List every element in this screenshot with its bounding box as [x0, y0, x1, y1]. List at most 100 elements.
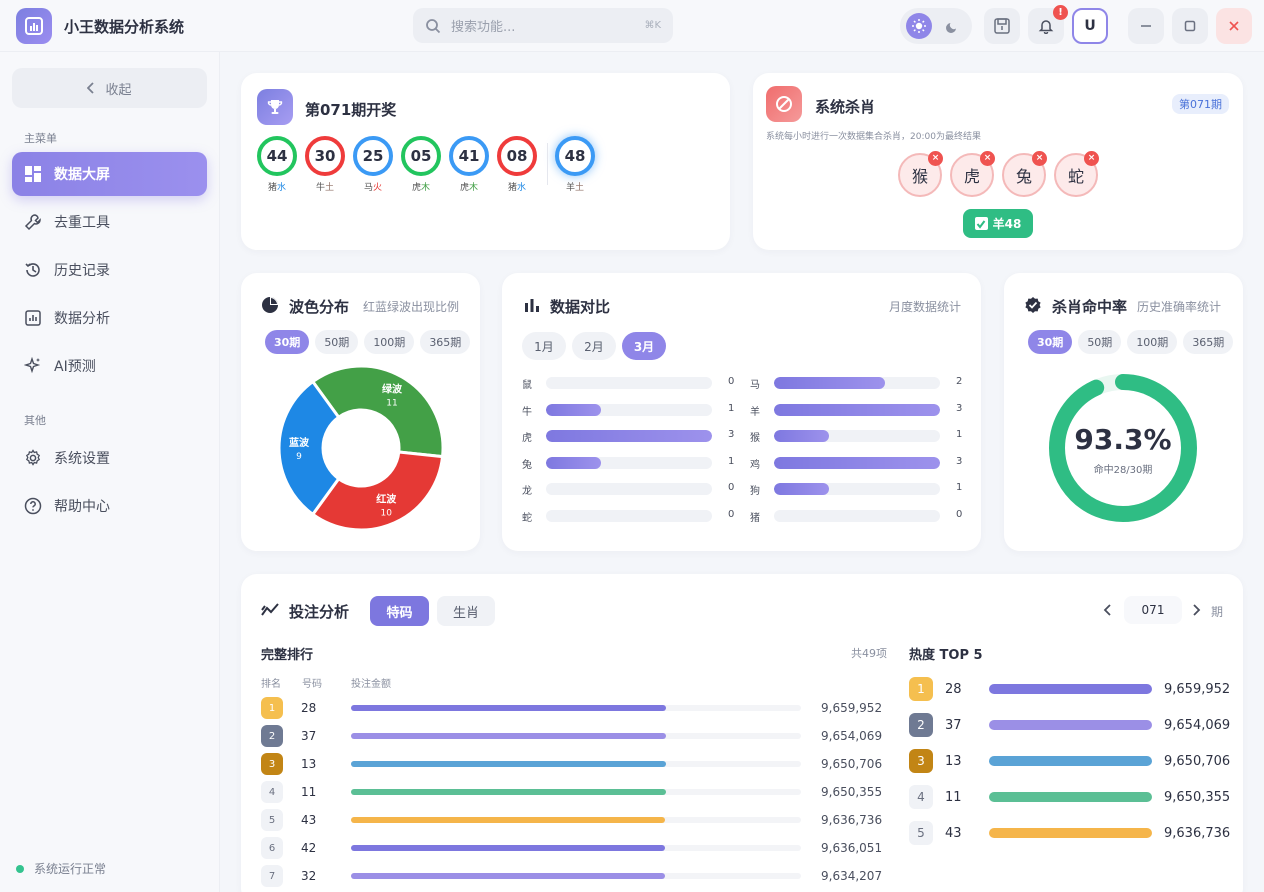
- pie-chart-icon: [262, 297, 278, 313]
- wrench-icon: [24, 214, 41, 231]
- compare-track: [774, 403, 940, 416]
- rank-number: 42: [301, 841, 317, 855]
- sparkle-icon: [24, 357, 41, 374]
- compare-label: 兔: [522, 459, 532, 471]
- hot-row[interactable]: 1 28 9,659,952: [909, 677, 1230, 701]
- rank-badge: 7: [261, 865, 283, 887]
- section-other: 其他: [24, 414, 46, 427]
- compare-label: 羊: [750, 406, 760, 418]
- compare-bar: [546, 456, 602, 469]
- bar-chart-icon: [525, 299, 539, 312]
- draw-ball: 08: [497, 136, 537, 176]
- sidebar-item-help[interactable]: 帮助中心: [12, 484, 207, 528]
- sidebar-item-settings[interactable]: 系统设置: [12, 436, 207, 480]
- hot-bar: [989, 792, 1152, 802]
- hit-rate-value: 93.3%: [1074, 423, 1172, 456]
- table-row[interactable]: 4 11 9,650,355: [261, 781, 882, 803]
- ball-element: 火: [373, 183, 383, 193]
- close-icon: ×: [980, 151, 995, 166]
- rank-number: 43: [301, 813, 317, 827]
- table-row[interactable]: 6 42 9,636,051: [261, 837, 882, 859]
- sidebar-item-dedupe[interactable]: 去重工具: [12, 200, 207, 244]
- rank-amount: 9,659,952: [821, 701, 883, 715]
- compare-track: [774, 509, 940, 522]
- sun-icon[interactable]: [906, 13, 932, 39]
- compare-value: 1: [728, 455, 735, 467]
- tab-special-code[interactable]: 特码: [370, 596, 429, 626]
- period-input[interactable]: 071: [1124, 596, 1182, 624]
- avatar[interactable]: U: [1072, 8, 1108, 44]
- kill-zodiac: 蛇 ×: [1054, 151, 1099, 197]
- hot-row[interactable]: 3 13 9,650,706: [909, 749, 1230, 773]
- table-row[interactable]: 5 43 9,636,736: [261, 809, 882, 831]
- filter-pill[interactable]: 100期: [1127, 330, 1178, 354]
- bell-icon[interactable]: !: [1028, 5, 1068, 44]
- hot-row[interactable]: 5 43 9,636,736: [909, 821, 1230, 845]
- filter-pill[interactable]: 100期: [364, 330, 415, 354]
- minimize-icon[interactable]: [1128, 8, 1164, 44]
- search-box[interactable]: 搜索功能... ⌘K: [413, 8, 673, 43]
- header-number: 号码: [302, 679, 322, 690]
- pie-label: 绿波: [382, 382, 403, 395]
- month-tab[interactable]: 1月: [522, 332, 566, 360]
- period-badge: 第071期: [1172, 94, 1229, 114]
- draw-ball: 25: [353, 136, 393, 176]
- special-divider: [547, 143, 548, 185]
- moon-icon[interactable]: [940, 13, 966, 39]
- compare-bar: [546, 403, 602, 416]
- kill-zodiac-label: 猴: [911, 167, 928, 186]
- compare-track: [774, 377, 940, 389]
- hot-row[interactable]: 2 37 9,654,069: [909, 713, 1230, 737]
- search-input[interactable]: 搜索功能...: [451, 20, 516, 35]
- trend-icon: [261, 603, 279, 616]
- hot-row[interactable]: 4 11 9,650,355: [909, 785, 1230, 809]
- chevron-right-icon[interactable]: [1191, 604, 1201, 616]
- chevron-left-icon[interactable]: [1103, 604, 1113, 616]
- hit-title: 杀肖命中率: [1052, 298, 1128, 316]
- rank-badge: 5: [261, 809, 283, 831]
- sidebar-item-analysis[interactable]: 数据分析: [12, 296, 207, 340]
- rank-bar-track: [351, 705, 801, 711]
- compare-value: 0: [728, 376, 735, 387]
- table-row[interactable]: 1 28 9,659,952: [261, 697, 883, 719]
- rank-badge: 1: [261, 697, 283, 719]
- filter-pill[interactable]: 30期: [1028, 330, 1073, 354]
- filter-pill[interactable]: 365期: [1183, 330, 1234, 354]
- wave-filters: 30期 50期 100期 365期: [265, 330, 476, 354]
- theme-toggle[interactable]: [900, 8, 972, 44]
- ball-zodiac: 猪: [507, 183, 517, 193]
- rank-number: 37: [301, 729, 317, 743]
- compare-label: 狗: [750, 486, 760, 497]
- sidebar-item-history[interactable]: 历史记录: [12, 248, 207, 292]
- month-tab[interactable]: 3月: [622, 332, 666, 360]
- month-tab[interactable]: 2月: [572, 332, 616, 360]
- table-row[interactable]: 7 32 9,634,207: [261, 865, 882, 887]
- system-status: 系统运行正常: [16, 860, 106, 877]
- sidebar-item-dashboard[interactable]: 数据大屏: [12, 152, 207, 196]
- table-row[interactable]: 2 37 9,654,069: [261, 725, 882, 747]
- ball-zodiac: 虎: [459, 183, 469, 193]
- rank-bar-track: [351, 873, 801, 879]
- ban-icon: [766, 86, 802, 122]
- filter-pill[interactable]: 50期: [315, 330, 359, 354]
- maximize-icon[interactable]: [1172, 8, 1208, 44]
- sidebar-item-ai[interactable]: AI预测: [12, 344, 207, 388]
- ball-element: 木: [421, 183, 431, 193]
- filter-pill[interactable]: 365期: [420, 330, 471, 354]
- close-icon: ×: [928, 151, 943, 166]
- filter-pill[interactable]: 50期: [1078, 330, 1122, 354]
- filter-pill[interactable]: 30期: [265, 330, 310, 354]
- pie-value: 11: [386, 398, 397, 408]
- close-icon[interactable]: [1216, 8, 1252, 44]
- check-icon: [974, 217, 988, 230]
- close-icon: ×: [1084, 151, 1099, 166]
- compare-label: 马: [750, 380, 760, 391]
- save-icon[interactable]: [984, 8, 1020, 44]
- month-tabs: 1月 2月 3月: [522, 332, 672, 360]
- tab-zodiac[interactable]: 生肖: [437, 596, 495, 626]
- pie-slice: [310, 450, 445, 532]
- table-row[interactable]: 3 13 9,650,706: [261, 753, 882, 775]
- compare-label: 鸡: [750, 459, 760, 471]
- search-shortcut: ⌘K: [644, 20, 661, 31]
- collapse-button[interactable]: 收起: [12, 68, 207, 108]
